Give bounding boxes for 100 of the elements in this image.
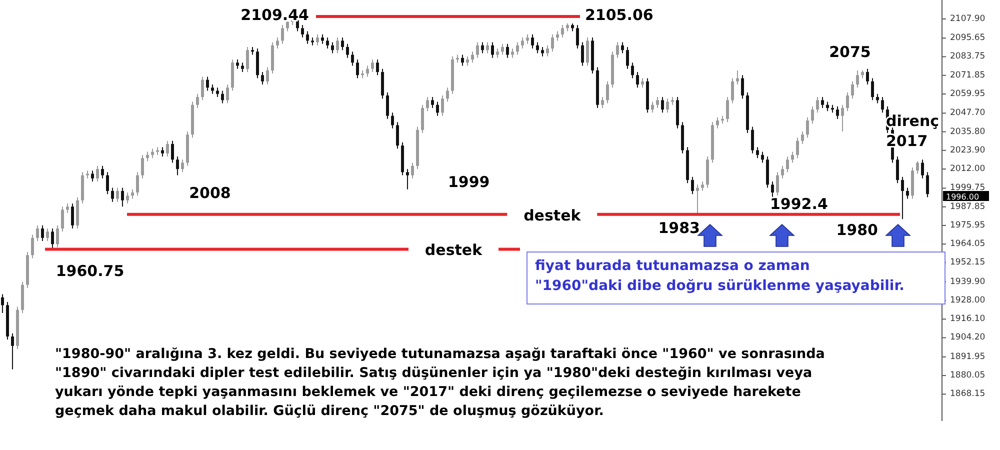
candlestick: [116, 187, 119, 202]
candlestick: [146, 151, 149, 162]
candlestick: [376, 58, 379, 76]
y-tick-label: 1975.95: [950, 220, 986, 230]
candlestick: [626, 46, 629, 70]
candlestick: [1, 294, 4, 314]
candlestick: [516, 42, 519, 56]
candlestick: [436, 101, 439, 116]
candlestick: [406, 168, 409, 190]
candlestick: [651, 101, 654, 114]
y-tick-label: 1964.05: [950, 239, 986, 250]
candlestick: [31, 234, 34, 259]
candlestick: [691, 176, 694, 195]
candlestick: [106, 172, 109, 195]
candlestick: [546, 44, 549, 57]
candlestick: [391, 112, 394, 129]
candlestick: [701, 181, 704, 192]
candlestick: [816, 96, 819, 114]
candlestick: [921, 159, 924, 179]
candlestick: [871, 78, 874, 101]
candlestick: [161, 146, 164, 158]
candlestick: [201, 76, 204, 101]
text: 1996.00: [946, 192, 980, 202]
candlestick: [506, 43, 509, 58]
candlestick: [141, 154, 144, 179]
y-tick-label: 2071.85: [950, 70, 986, 80]
candlestick: [306, 30, 309, 44]
y-tick-label: 2059.95: [950, 88, 986, 99]
candlestick: [471, 51, 474, 64]
ref-line-label: destek: [424, 241, 484, 260]
candlestick: [581, 42, 584, 66]
candlestick: [371, 58, 374, 72]
candlestick: [236, 58, 239, 70]
candlestick: [481, 42, 484, 54]
candlestick: [741, 74, 744, 100]
candlestick: [266, 66, 269, 86]
candlestick: [826, 101, 829, 112]
y-tick-label: 2107.90: [950, 14, 986, 24]
y-tick-label: 2012.00: [950, 164, 986, 174]
candlestick: [221, 90, 224, 104]
candlestick: [556, 30, 559, 42]
candlestick: [926, 172, 929, 198]
candlestick: [486, 42, 489, 54]
candlestick: [241, 62, 244, 72]
candlestick: [536, 42, 539, 54]
candlestick: [616, 42, 619, 58]
candlestick: [641, 78, 644, 88]
candlestick: [136, 172, 139, 196]
candlestick: [731, 78, 734, 104]
candlestick: [101, 165, 104, 179]
candlestick: [441, 94, 444, 116]
candlestick: [276, 37, 279, 50]
y-tick-label: 1868.15: [950, 389, 986, 400]
candlestick: [656, 96, 659, 108]
candlestick: [386, 92, 389, 120]
candlestick: [846, 92, 849, 112]
candlestick: [171, 140, 174, 164]
candlestick: [316, 34, 319, 46]
annotation: 1983: [658, 219, 700, 237]
annotation: 2075: [829, 43, 871, 61]
candlestick: [11, 332, 14, 370]
candlestick: [781, 165, 784, 179]
candlestick: [696, 184, 699, 215]
candlestick: [751, 126, 754, 154]
candlestick: [426, 96, 429, 112]
candlestick: [446, 87, 449, 102]
y-tick-label: 1999.75: [950, 183, 986, 194]
candlestick: [366, 65, 369, 78]
y-tick-label: 1880.05: [950, 370, 986, 381]
candlestick: [876, 93, 879, 104]
candlestick: [801, 130, 804, 144]
candlestick: [321, 34, 324, 44]
candlestick: [66, 202, 69, 214]
candlestick: [821, 96, 824, 108]
candlestick: [96, 165, 99, 182]
candlestick: [326, 37, 329, 50]
candlestick: [381, 68, 384, 100]
candlestick: [526, 34, 529, 44]
candlestick: [576, 24, 579, 50]
candlestick: [336, 37, 339, 54]
candlestick: [111, 187, 114, 202]
y-tick-label: 2023.90: [950, 145, 986, 156]
candlestick: [216, 87, 219, 98]
y-tick-label: 1904.20: [950, 332, 986, 343]
candlestick: [411, 162, 414, 179]
candlestick: [51, 228, 54, 250]
candlestick: [206, 76, 209, 92]
candlestick: [786, 156, 789, 173]
candlestick: [761, 151, 764, 164]
candlestick: [466, 56, 469, 66]
candlestick: [166, 140, 169, 158]
candlestick: [756, 146, 759, 159]
candlestick: [726, 96, 729, 123]
candlestick: [61, 206, 64, 232]
candlestick: [736, 70, 739, 86]
y-tick-label: 2095.65: [950, 33, 986, 44]
candlestick: [256, 48, 259, 79]
candlestick: [631, 62, 634, 79]
candlestick: [341, 37, 344, 51]
candlestick: [496, 48, 499, 58]
